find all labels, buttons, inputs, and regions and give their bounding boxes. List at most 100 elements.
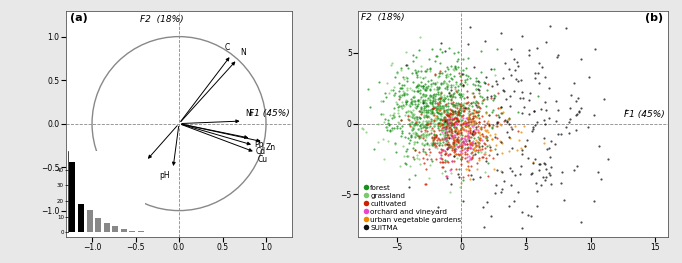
Point (427, 135, 438, 140)
Point (488, 92, 499, 97)
Point (430, 135, 441, 139)
Point (469, 149, 480, 153)
Point (466, 131, 477, 135)
Point (461, 137, 472, 141)
Point (441, 104, 451, 109)
Point (434, 121, 445, 125)
Point (531, 189, 542, 194)
Point (430, 143, 441, 147)
Point (440, 103, 451, 107)
Point (445, 94, 456, 98)
Point (381, 128, 392, 132)
Point (434, 141, 445, 145)
Point (463, 106, 474, 110)
Point (445, 145, 456, 150)
Point (458, 178, 469, 183)
Point (426, 131, 436, 135)
Point (409, 95, 420, 99)
Point (469, 141, 480, 145)
Point (461, 142, 472, 146)
Point (436, 157, 447, 161)
Point (417, 101, 428, 105)
Point (427, 106, 438, 110)
Point (449, 128, 460, 132)
Point (549, 141, 560, 146)
Point (442, 141, 453, 146)
Point (395, 93, 406, 97)
Point (409, 94, 419, 99)
Point (432, 92, 443, 96)
Point (454, 106, 465, 110)
Point (449, 124, 460, 129)
Point (458, 101, 469, 105)
Point (394, 121, 404, 125)
Point (471, 127, 481, 131)
Point (379, 157, 389, 161)
Point (423, 110, 434, 115)
Point (423, 119, 434, 123)
Point (424, 115, 434, 119)
Point (496, 151, 507, 156)
Point (545, 24, 556, 28)
Point (443, 153, 454, 157)
Point (443, 91, 454, 95)
Point (428, 138, 439, 143)
Point (456, 130, 466, 134)
Point (426, 82, 436, 87)
Point (398, 92, 409, 97)
Point (468, 123, 479, 127)
Point (464, 143, 475, 148)
Point (405, 120, 416, 124)
Point (448, 154, 459, 158)
Point (468, 114, 479, 118)
Point (394, 164, 405, 168)
Point (422, 141, 433, 145)
Point (472, 105, 483, 109)
Point (419, 105, 430, 109)
Point (445, 64, 456, 69)
Point (479, 225, 490, 229)
Point (453, 119, 464, 123)
Point (472, 135, 483, 140)
Text: Ni: Ni (245, 109, 253, 118)
Point (560, 125, 571, 129)
Point (421, 110, 432, 115)
Point (439, 98, 449, 103)
Point (401, 149, 412, 153)
Point (441, 73, 451, 77)
Point (469, 119, 480, 124)
Point (433, 74, 444, 78)
Point (438, 105, 449, 109)
Point (411, 115, 422, 119)
Point (450, 152, 461, 156)
Point (401, 92, 412, 96)
Point (479, 39, 490, 44)
Point (431, 146, 442, 150)
Point (461, 159, 472, 163)
Legend: forest, grassland, cultivated, orchard and vineyard, urban vegetable gardens, SU: forest, grassland, cultivated, orchard a… (361, 182, 464, 233)
Point (574, 110, 584, 114)
Point (420, 126, 431, 130)
Point (408, 154, 419, 159)
Point (428, 97, 439, 101)
Point (437, 148, 448, 153)
Point (462, 74, 473, 78)
Point (524, 98, 535, 102)
Point (454, 95, 465, 99)
Point (474, 144, 485, 148)
Point (428, 128, 439, 132)
Point (419, 93, 430, 97)
Point (418, 100, 429, 104)
Point (427, 110, 438, 114)
Point (504, 104, 515, 108)
Point (441, 75, 451, 79)
Point (414, 123, 425, 127)
Point (447, 108, 458, 113)
Point (621, 108, 632, 112)
Point (470, 101, 481, 105)
Point (412, 153, 423, 157)
Point (464, 135, 475, 139)
Point (440, 102, 451, 107)
Point (417, 141, 428, 145)
Point (438, 139, 449, 144)
